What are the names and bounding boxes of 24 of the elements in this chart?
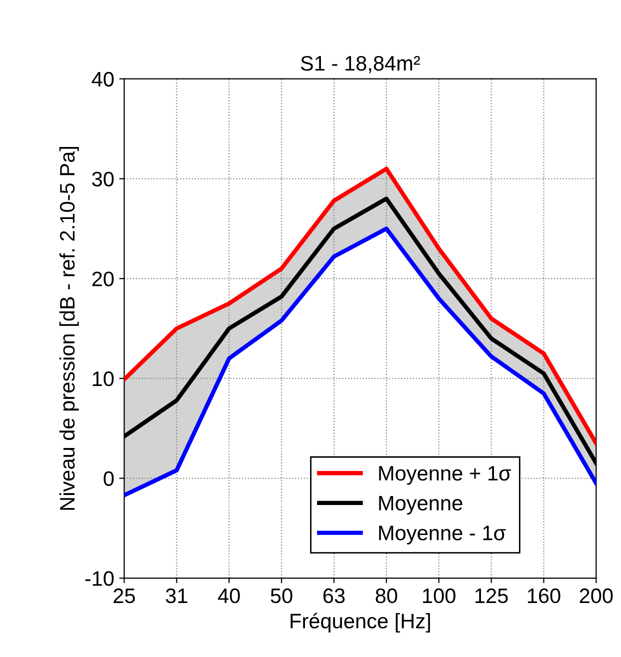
x-axis-title: Fréquence [Hz] [290,612,430,633]
x-tick-label: 63 [323,588,345,604]
x-tick-label: 50 [270,588,292,604]
line-series [124,166,596,446]
x-tick-label: 125 [475,588,508,604]
x-tick-label: 200 [580,588,613,604]
y-tick-label: 10 [92,371,114,386]
chart-title: S1 - 18,84m² [300,56,420,74]
y-tick-label: 0 [104,471,114,486]
y-tick-label: 20 [92,272,114,286]
y-tick-label: -10 [85,571,114,586]
x-tick-label: 80 [376,588,398,604]
y-tick-label: 30 [92,172,114,186]
y-tick-label: 40 [92,72,114,87]
x-tick-label: 100 [423,588,456,604]
x-tick-label: 40 [218,588,240,604]
legend-label: Moyenne + 1σ [379,466,512,485]
x-tick-label: 160 [528,588,560,604]
y-axis-title: Niveau de pression [dB - ref. 2.10-5 Pa] [59,147,79,510]
line-series [124,226,596,498]
legend-label: Moyenne - 1σ [379,526,506,544]
x-tick-label: 31 [166,588,188,604]
legend-label: Moyenne [379,496,462,515]
x-tick-label: 25 [114,588,135,604]
